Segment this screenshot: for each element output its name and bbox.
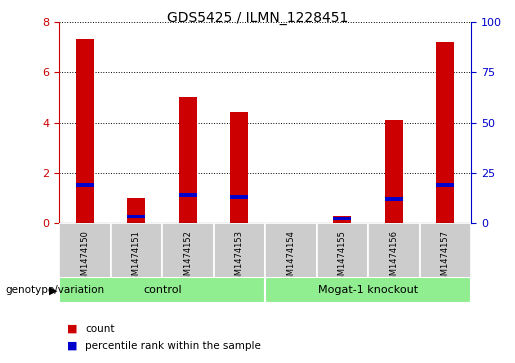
Bar — [127, 215, 146, 218]
Bar — [59, 223, 111, 278]
Text: ▶: ▶ — [49, 285, 58, 295]
Bar — [76, 40, 94, 223]
Bar — [385, 120, 403, 223]
Text: ■: ■ — [67, 323, 77, 334]
Bar — [265, 277, 471, 303]
Text: GSM1474154: GSM1474154 — [286, 230, 296, 286]
Text: GSM1474156: GSM1474156 — [389, 230, 399, 286]
Bar — [111, 223, 162, 278]
Text: GSM1474157: GSM1474157 — [441, 230, 450, 286]
Text: ■: ■ — [67, 340, 77, 351]
Bar — [385, 197, 403, 201]
Bar — [436, 42, 454, 223]
Bar — [214, 223, 265, 278]
Bar — [334, 216, 351, 223]
Bar — [76, 183, 94, 187]
Text: GSM1474155: GSM1474155 — [338, 230, 347, 286]
Text: control: control — [143, 285, 181, 295]
Bar — [265, 223, 317, 278]
Bar — [231, 195, 248, 199]
Text: Mogat-1 knockout: Mogat-1 knockout — [318, 285, 418, 295]
Text: GDS5425 / ILMN_1228451: GDS5425 / ILMN_1228451 — [167, 11, 348, 25]
Bar — [59, 277, 265, 303]
Bar — [162, 223, 214, 278]
Bar — [317, 223, 368, 278]
Bar — [179, 193, 197, 197]
Bar — [334, 217, 351, 220]
Bar — [179, 97, 197, 223]
Bar — [231, 113, 248, 223]
Bar — [127, 198, 146, 223]
Text: GSM1474151: GSM1474151 — [132, 230, 141, 286]
Bar — [436, 183, 454, 187]
Text: GSM1474153: GSM1474153 — [235, 230, 244, 286]
Text: percentile rank within the sample: percentile rank within the sample — [85, 340, 261, 351]
Text: GSM1474152: GSM1474152 — [183, 230, 193, 286]
Text: count: count — [85, 323, 114, 334]
Bar — [368, 223, 420, 278]
Text: genotype/variation: genotype/variation — [5, 285, 104, 295]
Bar — [420, 223, 471, 278]
Text: GSM1474150: GSM1474150 — [80, 230, 90, 286]
